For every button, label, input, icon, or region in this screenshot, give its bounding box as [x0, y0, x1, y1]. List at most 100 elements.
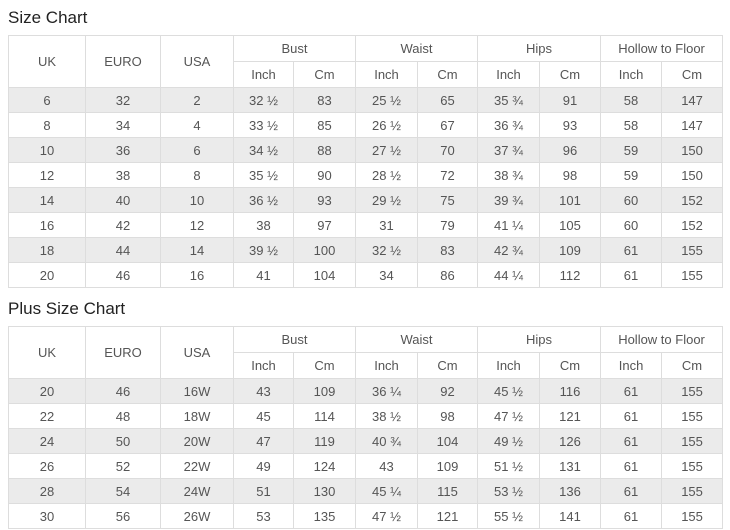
table-cell: 46: [85, 262, 161, 288]
table-cell: 46: [85, 378, 161, 404]
table-row: 26 52 22W 49 124 43 109 51 ½ 131 61 155: [8, 453, 724, 479]
group-header-hips: Hips: [477, 326, 602, 353]
table-cell: 61: [600, 428, 663, 454]
table-cell: 26W: [160, 503, 234, 529]
table-cell: 155: [661, 237, 724, 263]
table-cell: 72: [417, 162, 479, 188]
table-row: 22 48 18W 45 114 38 ½ 98 47 ½ 121 61 155: [8, 403, 724, 429]
table-cell: 53 ½: [477, 478, 541, 504]
table-cell: 98: [417, 403, 479, 429]
table-cell: 14: [8, 187, 86, 213]
table-cell: 98: [539, 162, 602, 188]
table-cell: 88: [292, 137, 357, 163]
table-cell: 25 ½: [355, 87, 419, 113]
subheader-hips-inch: Inch: [477, 61, 541, 88]
table-cell: 126: [539, 428, 602, 454]
table-cell: 39 ¾: [477, 187, 541, 213]
table-cell: 38: [85, 162, 161, 188]
table-cell: 51 ½: [477, 453, 541, 479]
table-cell: 18: [8, 237, 86, 263]
table-cell: 47 ½: [355, 503, 419, 529]
table-cell: 48: [85, 403, 161, 429]
table-cell: 52: [85, 453, 161, 479]
subheader-hips-cm: Cm: [539, 61, 602, 88]
table-cell: 22W: [160, 453, 234, 479]
table-cell: 28 ½: [355, 162, 419, 188]
table-cell: 45: [233, 403, 294, 429]
table-cell: 29 ½: [355, 187, 419, 213]
table-cell: 45 ¼: [355, 478, 419, 504]
table-cell: 8: [8, 112, 86, 138]
table-cell: 155: [661, 378, 724, 404]
subheader-bust-cm: Cm: [292, 61, 357, 88]
subheader-hips-inch: Inch: [477, 352, 541, 379]
table-cell: 32 ½: [355, 237, 419, 263]
table-cell: 141: [539, 503, 602, 529]
table-cell: 147: [661, 87, 724, 113]
table-cell: 121: [417, 503, 479, 529]
table-cell: 131: [539, 453, 602, 479]
table-cell: 49 ½: [477, 428, 541, 454]
table-cell: 75: [417, 187, 479, 213]
column-header-uk: UK: [8, 35, 86, 88]
table-cell: 41: [233, 262, 294, 288]
table-cell: 31: [355, 212, 419, 238]
table-cell: 32 ½: [233, 87, 294, 113]
subheader-waist-cm: Cm: [417, 352, 479, 379]
table-row: 18 44 14 39 ½ 100 32 ½ 83 42 ¾ 109 61 155: [8, 237, 724, 263]
subheader-bust-cm: Cm: [292, 352, 357, 379]
table-cell: 155: [661, 428, 724, 454]
column-header-usa: USA: [160, 35, 234, 88]
table-cell: 93: [539, 112, 602, 138]
column-header-uk: UK: [8, 326, 86, 379]
table-cell: 12: [8, 162, 86, 188]
table-cell: 130: [292, 478, 357, 504]
table-cell: 16W: [160, 378, 234, 404]
table-cell: 152: [661, 212, 724, 238]
table-cell: 6: [160, 137, 234, 163]
table-cell: 112: [539, 262, 602, 288]
table-cell: 115: [417, 478, 479, 504]
column-header-euro: EURO: [85, 326, 161, 379]
table-cell: 16: [8, 212, 86, 238]
table-cell: 12: [160, 212, 234, 238]
table-cell: 150: [661, 137, 724, 163]
table-cell: 61: [600, 453, 663, 479]
table-cell: 20: [8, 378, 86, 404]
table-cell: 47 ½: [477, 403, 541, 429]
table-cell: 109: [417, 453, 479, 479]
subheader-hollow-to-floor-cm: Cm: [661, 352, 724, 379]
table-cell: 109: [292, 378, 357, 404]
table-cell: 124: [292, 453, 357, 479]
table-cell: 150: [661, 162, 724, 188]
group-header-waist: Waist: [355, 35, 479, 62]
table-cell: 26 ½: [355, 112, 419, 138]
plus-size-chart-title: Plus Size Chart: [8, 299, 126, 318]
table-cell: 47: [233, 428, 294, 454]
group-header-bust: Bust: [232, 326, 357, 353]
table-cell: 4: [160, 112, 234, 138]
group-header-hollow-to-floor: Hollow to Floor: [600, 35, 724, 62]
table-cell: 93: [292, 187, 357, 213]
column-header-euro: EURO: [85, 35, 161, 88]
table-cell: 152: [661, 187, 724, 213]
table-cell: 24: [8, 428, 86, 454]
table-cell: 14: [160, 237, 234, 263]
table-cell: 10: [160, 187, 234, 213]
table-cell: 155: [661, 503, 724, 529]
table-cell: 44 ¼: [477, 262, 541, 288]
table-cell: 104: [417, 428, 479, 454]
table-row: 8 34 4 33 ½ 85 26 ½ 67 36 ¾ 93 58 147: [8, 112, 724, 138]
subheader-hollow-to-floor-inch: Inch: [600, 352, 663, 379]
table-cell: 40: [85, 187, 161, 213]
table-cell: 155: [661, 403, 724, 429]
table-cell: 83: [292, 87, 357, 113]
table-cell: 61: [600, 262, 663, 288]
table-cell: 109: [539, 237, 602, 263]
group-header-bust: Bust: [232, 35, 357, 62]
table-cell: 43: [233, 378, 294, 404]
table-row: 14 40 10 36 ½ 93 29 ½ 75 39 ¾ 101 60 152: [8, 187, 724, 213]
table-cell: 85: [292, 112, 357, 138]
table-cell: 135: [292, 503, 357, 529]
subheader-hollow-to-floor-inch: Inch: [600, 61, 663, 88]
